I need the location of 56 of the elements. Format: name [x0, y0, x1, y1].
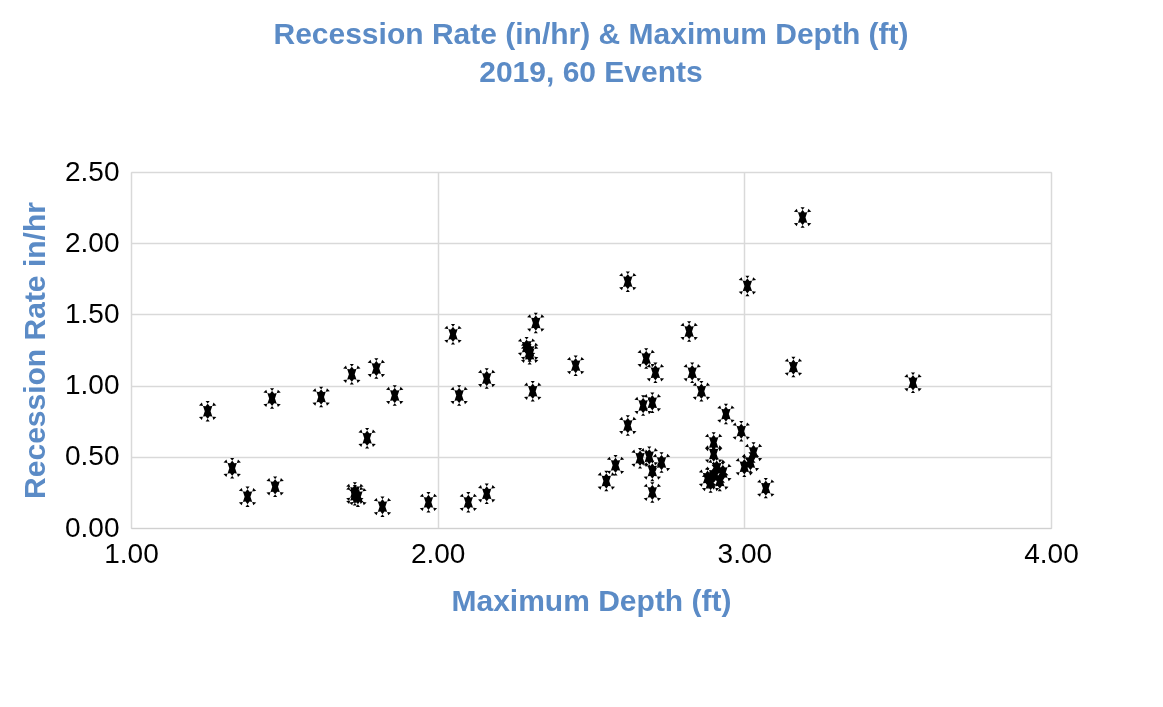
- point: [643, 460, 662, 482]
- point: [223, 457, 241, 479]
- point: [566, 355, 585, 376]
- point: [698, 467, 717, 489]
- point: [597, 470, 616, 492]
- point: [784, 356, 803, 378]
- point: [732, 420, 750, 442]
- point: [640, 446, 658, 468]
- point: [524, 381, 542, 402]
- point: [373, 496, 392, 517]
- point: [358, 428, 376, 449]
- point: [266, 476, 284, 497]
- y-tick-label: 0.50: [65, 440, 120, 472]
- y-tick-label: 2.00: [65, 226, 120, 258]
- point: [634, 395, 652, 416]
- y-tick-label: 1.00: [65, 369, 120, 401]
- point: [478, 483, 496, 505]
- point: [619, 415, 637, 436]
- x-tick-label: 4.00: [1024, 537, 1079, 569]
- point: [643, 482, 662, 503]
- point: [238, 486, 257, 507]
- point: [619, 271, 637, 292]
- point: [738, 275, 757, 297]
- point: [386, 385, 404, 406]
- y-axis-title: Recession Rate in/hr: [18, 201, 51, 499]
- x-tick-label: 2.00: [410, 537, 466, 569]
- y-tick-label: 2.50: [65, 155, 120, 187]
- point: [717, 403, 735, 425]
- point: [312, 386, 330, 408]
- chart-subtitle: 2019, 60 Events: [479, 55, 703, 88]
- x-tick-label: 3.00: [717, 537, 773, 569]
- point: [343, 363, 361, 385]
- point: [904, 372, 922, 393]
- y-tick-label: 1.50: [65, 297, 120, 329]
- point: [652, 452, 671, 473]
- point: [680, 321, 698, 342]
- point: [263, 388, 281, 409]
- point: [793, 207, 812, 228]
- point: [459, 492, 478, 513]
- point: [704, 443, 723, 465]
- point: [637, 348, 655, 369]
- point: [757, 477, 775, 499]
- point: [478, 368, 496, 389]
- point: [450, 385, 468, 406]
- chart-title: Recession Rate (in/hr) & Maximum Depth (ft): [273, 17, 909, 50]
- point: [527, 312, 545, 334]
- point: [735, 456, 754, 478]
- point: [683, 362, 701, 384]
- point: [692, 381, 711, 402]
- point: [367, 358, 386, 379]
- point: [646, 362, 665, 384]
- point: [444, 324, 462, 345]
- x-axis-title: Maximum Depth (ft): [451, 583, 732, 617]
- point: [198, 400, 217, 422]
- point: [419, 492, 438, 513]
- point: [606, 455, 625, 476]
